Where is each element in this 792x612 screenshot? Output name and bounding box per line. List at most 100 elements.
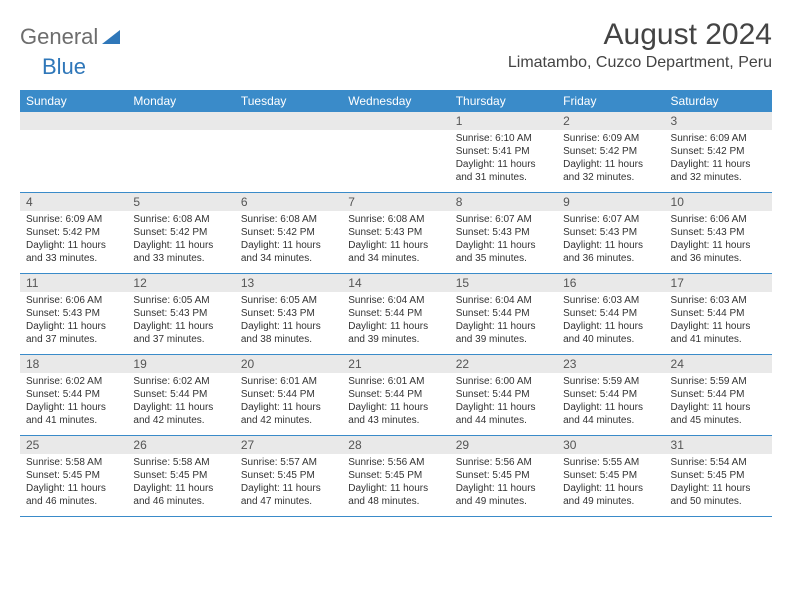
day-line: and 46 minutes. [133,495,228,508]
day-line: and 49 minutes. [563,495,658,508]
calendar-week-row: 1Sunrise: 6:10 AMSunset: 5:41 PMDaylight… [20,112,772,193]
day-line: Sunrise: 6:04 AM [456,294,551,307]
day-line: Sunrise: 5:56 AM [348,456,443,469]
calendar-cell: 16Sunrise: 6:03 AMSunset: 5:44 PMDayligh… [557,274,664,355]
day-line: Sunrise: 6:07 AM [456,213,551,226]
day-line: and 46 minutes. [26,495,121,508]
day-line: and 33 minutes. [26,252,121,265]
day-number: 10 [665,193,772,211]
day-number: 24 [665,355,772,373]
day-line: Daylight: 11 hours [671,482,766,495]
day-line: Sunrise: 6:00 AM [456,375,551,388]
day-details: Sunrise: 6:07 AMSunset: 5:43 PMDaylight:… [557,211,664,273]
day-line: and 43 minutes. [348,414,443,427]
day-line: Sunset: 5:43 PM [671,226,766,239]
day-number: 16 [557,274,664,292]
day-line: Daylight: 11 hours [133,239,228,252]
day-line: Sunrise: 6:04 AM [348,294,443,307]
calendar-cell [235,112,342,193]
day-line: and 50 minutes. [671,495,766,508]
calendar-cell [20,112,127,193]
day-line: Sunset: 5:44 PM [456,388,551,401]
day-line: Sunrise: 5:54 AM [671,456,766,469]
day-line: and 36 minutes. [563,252,658,265]
day-line: Sunset: 5:44 PM [563,307,658,320]
calendar-cell: 30Sunrise: 5:55 AMSunset: 5:45 PMDayligh… [557,436,664,517]
day-line: Sunrise: 6:01 AM [348,375,443,388]
day-number: 31 [665,436,772,454]
calendar-cell: 8Sunrise: 6:07 AMSunset: 5:43 PMDaylight… [450,193,557,274]
day-line: Daylight: 11 hours [671,239,766,252]
day-line: and 36 minutes. [671,252,766,265]
day-number: 6 [235,193,342,211]
calendar-week-row: 18Sunrise: 6:02 AMSunset: 5:44 PMDayligh… [20,355,772,436]
day-details: Sunrise: 6:03 AMSunset: 5:44 PMDaylight:… [665,292,772,354]
day-line: and 32 minutes. [563,171,658,184]
calendar-cell: 6Sunrise: 6:08 AMSunset: 5:42 PMDaylight… [235,193,342,274]
day-number: 14 [342,274,449,292]
day-line: Sunrise: 5:55 AM [563,456,658,469]
day-number [127,112,234,130]
calendar-cell: 18Sunrise: 6:02 AMSunset: 5:44 PMDayligh… [20,355,127,436]
day-line: Sunset: 5:44 PM [133,388,228,401]
weekday-header: Tuesday [235,90,342,112]
day-line: Sunrise: 6:09 AM [563,132,658,145]
day-details: Sunrise: 6:02 AMSunset: 5:44 PMDaylight:… [20,373,127,435]
day-line: Daylight: 11 hours [241,401,336,414]
day-number: 13 [235,274,342,292]
day-details: Sunrise: 6:04 AMSunset: 5:44 PMDaylight:… [450,292,557,354]
calendar-page: General August 2024 Limatambo, Cuzco Dep… [0,0,792,537]
day-line: Sunset: 5:44 PM [563,388,658,401]
day-line: Sunrise: 6:02 AM [26,375,121,388]
day-details: Sunrise: 6:00 AMSunset: 5:44 PMDaylight:… [450,373,557,435]
day-details: Sunrise: 5:56 AMSunset: 5:45 PMDaylight:… [342,454,449,516]
calendar-cell: 20Sunrise: 6:01 AMSunset: 5:44 PMDayligh… [235,355,342,436]
day-line: Sunset: 5:44 PM [348,388,443,401]
day-line: Daylight: 11 hours [26,482,121,495]
day-number: 4 [20,193,127,211]
calendar-cell: 4Sunrise: 6:09 AMSunset: 5:42 PMDaylight… [20,193,127,274]
day-number: 18 [20,355,127,373]
day-details: Sunrise: 6:01 AMSunset: 5:44 PMDaylight:… [235,373,342,435]
day-line: Sunrise: 5:57 AM [241,456,336,469]
calendar-cell: 3Sunrise: 6:09 AMSunset: 5:42 PMDaylight… [665,112,772,193]
day-line: Sunset: 5:45 PM [671,469,766,482]
day-line: Sunrise: 6:09 AM [26,213,121,226]
day-number: 17 [665,274,772,292]
calendar-cell: 25Sunrise: 5:58 AMSunset: 5:45 PMDayligh… [20,436,127,517]
calendar-cell: 12Sunrise: 6:05 AMSunset: 5:43 PMDayligh… [127,274,234,355]
calendar-cell [342,112,449,193]
day-details: Sunrise: 6:09 AMSunset: 5:42 PMDaylight:… [20,211,127,273]
day-details: Sunrise: 5:58 AMSunset: 5:45 PMDaylight:… [127,454,234,516]
calendar-cell: 28Sunrise: 5:56 AMSunset: 5:45 PMDayligh… [342,436,449,517]
day-line: Sunset: 5:43 PM [456,226,551,239]
day-details: Sunrise: 6:07 AMSunset: 5:43 PMDaylight:… [450,211,557,273]
day-line: Sunset: 5:44 PM [26,388,121,401]
day-details: Sunrise: 6:01 AMSunset: 5:44 PMDaylight:… [342,373,449,435]
calendar-cell: 23Sunrise: 5:59 AMSunset: 5:44 PMDayligh… [557,355,664,436]
day-line: and 37 minutes. [133,333,228,346]
day-line: and 34 minutes. [348,252,443,265]
brand-general: General [20,24,98,50]
calendar-cell [127,112,234,193]
day-line: and 39 minutes. [456,333,551,346]
day-line: and 41 minutes. [671,333,766,346]
day-line: Daylight: 11 hours [563,239,658,252]
day-number: 21 [342,355,449,373]
calendar-week-row: 25Sunrise: 5:58 AMSunset: 5:45 PMDayligh… [20,436,772,517]
day-details [235,130,342,192]
day-line: Daylight: 11 hours [563,401,658,414]
day-number: 1 [450,112,557,130]
day-line: Sunset: 5:43 PM [563,226,658,239]
day-number: 2 [557,112,664,130]
day-details: Sunrise: 6:03 AMSunset: 5:44 PMDaylight:… [557,292,664,354]
day-line: Daylight: 11 hours [348,401,443,414]
day-line: Daylight: 11 hours [26,320,121,333]
calendar-cell: 26Sunrise: 5:58 AMSunset: 5:45 PMDayligh… [127,436,234,517]
day-line: Sunrise: 6:02 AM [133,375,228,388]
calendar-cell: 29Sunrise: 5:56 AMSunset: 5:45 PMDayligh… [450,436,557,517]
day-line: and 44 minutes. [456,414,551,427]
calendar-cell: 14Sunrise: 6:04 AMSunset: 5:44 PMDayligh… [342,274,449,355]
calendar-week-row: 4Sunrise: 6:09 AMSunset: 5:42 PMDaylight… [20,193,772,274]
day-line: Sunrise: 6:05 AM [241,294,336,307]
